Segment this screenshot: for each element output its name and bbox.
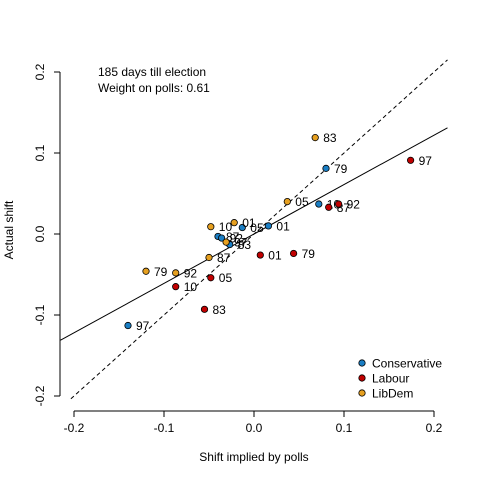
point-label-conservative-83: 83: [238, 238, 252, 252]
point-labour-87: [325, 203, 333, 211]
point-label-libdem-92: 92: [184, 266, 198, 280]
point-label-labour-79: 79: [302, 247, 316, 261]
point-libdem-05: [283, 198, 291, 206]
point-label-labour-92: 92: [347, 198, 361, 212]
point-label-labour-10: 10: [184, 280, 198, 294]
point-libdem-87: [205, 253, 213, 262]
point-labour-92: [334, 200, 343, 208]
legend-label-labour: Labour: [372, 372, 409, 386]
x-tick-label: 0.2: [426, 421, 443, 435]
x-axis-label: Shift implied by polls: [199, 450, 308, 464]
point-labour-01: [256, 251, 264, 259]
x-tick-label: -0.1: [154, 421, 175, 435]
point-label-libdem-05: 05: [295, 195, 309, 209]
point-label-conservative-01: 01: [276, 219, 290, 233]
point-label-conservative-05: 05: [250, 221, 264, 235]
legend-label-libdem: LibDem: [372, 387, 413, 401]
legend-marker-libdem: [358, 389, 366, 397]
annotation-days: 185 days till election: [98, 65, 206, 79]
legend-marker-conservative: [358, 359, 366, 367]
point-libdem-10: [207, 223, 215, 231]
point-labour-79: [289, 249, 298, 258]
point-label-libdem-83: 83: [323, 131, 337, 145]
point-label-labour-01: 01: [268, 249, 282, 263]
point-libdem-97: [222, 238, 230, 246]
point-labour-83: [200, 305, 209, 313]
point-label-libdem-10: 10: [219, 220, 233, 234]
point-conservative-01: [264, 222, 272, 230]
point-libdem-79: [142, 267, 150, 275]
point-label-libdem-01: 01: [242, 216, 256, 230]
x-tick-label: 0.1: [336, 421, 353, 435]
y-tick-label: -0.2: [33, 385, 47, 406]
legend-marker-labour: [358, 374, 366, 382]
point-libdem-01: [230, 219, 238, 227]
point-label-libdem-87: 87: [217, 251, 231, 265]
point-libdem-92: [172, 269, 180, 277]
point-labour-05: [207, 274, 215, 282]
point-label-conservative-87: 87: [226, 230, 240, 244]
legend-label-conservative: Conservative: [372, 357, 442, 371]
y-tick-label: -0.1: [33, 304, 47, 325]
point-conservative-05: [238, 223, 246, 232]
point-labour-97: [406, 156, 415, 164]
point-conservative-79: [322, 164, 330, 172]
point-label-labour-83: 83: [213, 303, 227, 317]
point-conservative-92: [218, 234, 226, 242]
point-label-labour-05: 05: [219, 271, 233, 285]
point-conservative-97: [124, 321, 132, 330]
y-axis-label: Actual shift: [2, 200, 16, 259]
point-label-conservative-79: 79: [334, 162, 348, 176]
y-tick-label: 0.2: [33, 63, 47, 80]
y-tick-label: 0.1: [33, 144, 47, 161]
annotation-weight: Weight on polls: 0.61: [98, 81, 210, 95]
point-libdem-83: [311, 134, 319, 142]
point-label-libdem-97: 97: [234, 236, 248, 250]
point-conservative-10: [315, 200, 323, 208]
point-label-conservative-97: 97: [136, 319, 150, 333]
point-label-libdem-79: 79: [154, 265, 168, 279]
point-label-labour-97: 97: [419, 154, 433, 168]
point-labour-10: [172, 283, 180, 291]
fit-line: [60, 127, 448, 341]
y-tick-label: 0.0: [33, 225, 47, 242]
x-tick-label: -0.2: [64, 421, 85, 435]
x-tick-label: 0.0: [246, 421, 263, 435]
point-label-conservative-92: 92: [230, 232, 244, 246]
